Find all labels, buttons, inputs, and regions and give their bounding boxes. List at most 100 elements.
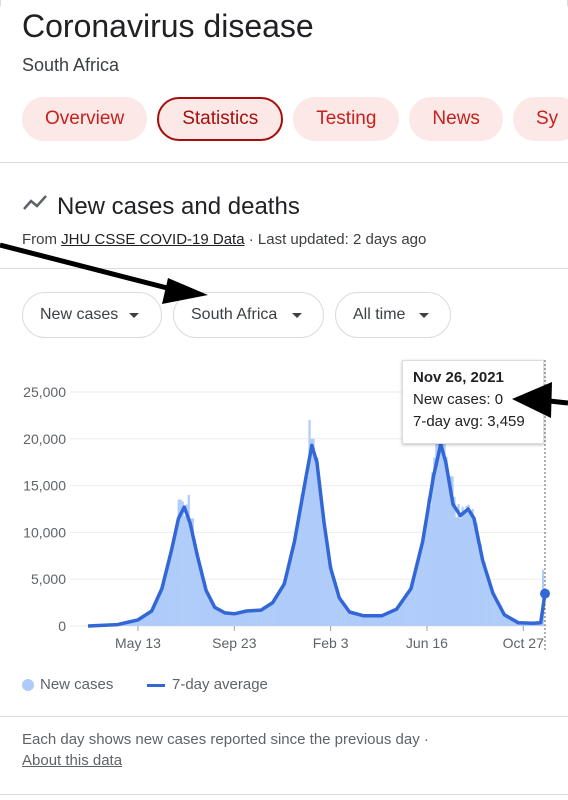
daily-bar xyxy=(262,609,265,626)
tab-testing[interactable]: Testing xyxy=(293,97,400,141)
daily-bar xyxy=(229,612,233,626)
daily-bar xyxy=(163,574,166,626)
daily-bar xyxy=(244,611,247,626)
tab-news[interactable]: News xyxy=(409,97,503,141)
daily-bar xyxy=(427,498,430,626)
daily-bar xyxy=(205,593,208,626)
daily-bar xyxy=(429,505,432,626)
page-title: Coronavirus disease xyxy=(22,8,314,44)
daily-bar xyxy=(129,621,132,626)
daily-bar xyxy=(193,539,196,626)
daily-bar xyxy=(419,548,422,626)
data-source: From JHU CSSE COVID-19 Data · Last updat… xyxy=(22,231,426,248)
daily-bar xyxy=(415,566,418,626)
daily-bar xyxy=(513,620,517,626)
daily-bar xyxy=(318,480,321,626)
x-tick-label: Jun 16 xyxy=(406,635,448,651)
daily-bar xyxy=(131,621,134,626)
daily-bar xyxy=(461,506,464,626)
daily-bar xyxy=(322,512,325,626)
daily-bar xyxy=(431,472,434,626)
daily-bar xyxy=(467,504,470,626)
daily-bar xyxy=(139,618,142,626)
daily-bar xyxy=(231,614,235,626)
daily-bar xyxy=(316,457,319,626)
daily-bar xyxy=(179,499,182,626)
y-tick-label: 0 xyxy=(58,618,66,634)
daily-bar xyxy=(491,591,494,626)
tab-bar: Overview Statistics Testing News Sy xyxy=(22,97,568,141)
location-dropdown[interactable]: South Africa xyxy=(173,292,324,338)
tab-symptoms[interactable]: Sy xyxy=(512,97,568,141)
hover-point xyxy=(540,588,550,599)
daily-bar xyxy=(421,543,424,626)
daily-bar xyxy=(159,588,162,626)
daily-bar xyxy=(499,608,502,626)
daily-bar xyxy=(133,620,136,626)
daily-bar xyxy=(397,605,400,626)
daily-bar xyxy=(233,612,237,626)
daily-bar xyxy=(417,557,420,626)
daily-bar xyxy=(443,420,446,626)
daily-bar xyxy=(503,615,506,626)
daily-bar xyxy=(437,406,440,626)
range-dropdown[interactable]: All time xyxy=(335,292,451,338)
daily-bar xyxy=(254,611,257,626)
daily-bar xyxy=(511,619,514,626)
daily-bar xyxy=(177,499,180,626)
daily-bar xyxy=(225,612,229,626)
avg-line-series xyxy=(87,442,547,628)
tooltip-avg: 7-day avg: 3,459 xyxy=(413,413,525,430)
daily-bar xyxy=(207,593,210,626)
daily-bar xyxy=(354,614,357,626)
metric-dropdown[interactable]: New cases xyxy=(22,292,162,338)
daily-bar xyxy=(483,562,486,626)
daily-bar xyxy=(479,544,482,626)
legend-bars-label: New cases xyxy=(40,676,114,693)
daily-bar xyxy=(219,609,223,626)
daily-bar xyxy=(401,599,404,626)
cases-chart[interactable]: 0 5,000 10,000 15,000 20,000 25,000 May 13 Sep… xyxy=(0,355,568,665)
about-data-link[interactable]: About this data xyxy=(22,752,123,769)
y-tick-label: 5,000 xyxy=(31,571,66,587)
daily-bar xyxy=(223,612,227,626)
x-tick-label: Oct 27 xyxy=(503,635,544,651)
daily-bar xyxy=(382,613,386,626)
daily-bar xyxy=(171,542,174,626)
daily-bar xyxy=(306,476,309,626)
daily-bar xyxy=(298,513,301,626)
daily-bar xyxy=(260,608,263,626)
daily-bar xyxy=(310,438,313,626)
daily-bar xyxy=(246,610,249,626)
daily-bar xyxy=(395,609,398,626)
tab-statistics[interactable]: Statistics xyxy=(157,97,284,141)
daily-bar xyxy=(380,616,384,626)
daily-bar xyxy=(314,457,317,626)
daily-bar xyxy=(360,614,363,626)
daily-bar xyxy=(495,600,498,626)
daily-bar xyxy=(364,615,368,626)
daily-bar xyxy=(149,611,152,626)
daily-bar xyxy=(274,596,277,626)
daily-bar xyxy=(288,564,291,626)
tab-overview[interactable]: Overview xyxy=(22,97,148,141)
daily-bar xyxy=(338,596,341,626)
daily-bar xyxy=(469,511,472,626)
daily-bar xyxy=(320,498,323,626)
x-tick-label: May 13 xyxy=(115,635,161,651)
daily-bar xyxy=(332,581,335,626)
trending-line-icon xyxy=(23,195,47,210)
daily-bar xyxy=(459,518,462,626)
daily-bar xyxy=(308,420,311,626)
caret-down-icon xyxy=(129,313,139,318)
legend-bars-swatch xyxy=(22,679,34,691)
daily-bar xyxy=(481,563,484,626)
daily-bar xyxy=(405,593,408,626)
daily-bar xyxy=(264,606,267,626)
source-prefix: From xyxy=(22,231,62,248)
source-link[interactable]: JHU CSSE COVID-19 Data xyxy=(61,231,245,248)
daily-bar xyxy=(211,601,215,626)
daily-bar xyxy=(268,603,271,626)
daily-bar xyxy=(199,566,202,626)
daily-bar xyxy=(330,566,333,626)
